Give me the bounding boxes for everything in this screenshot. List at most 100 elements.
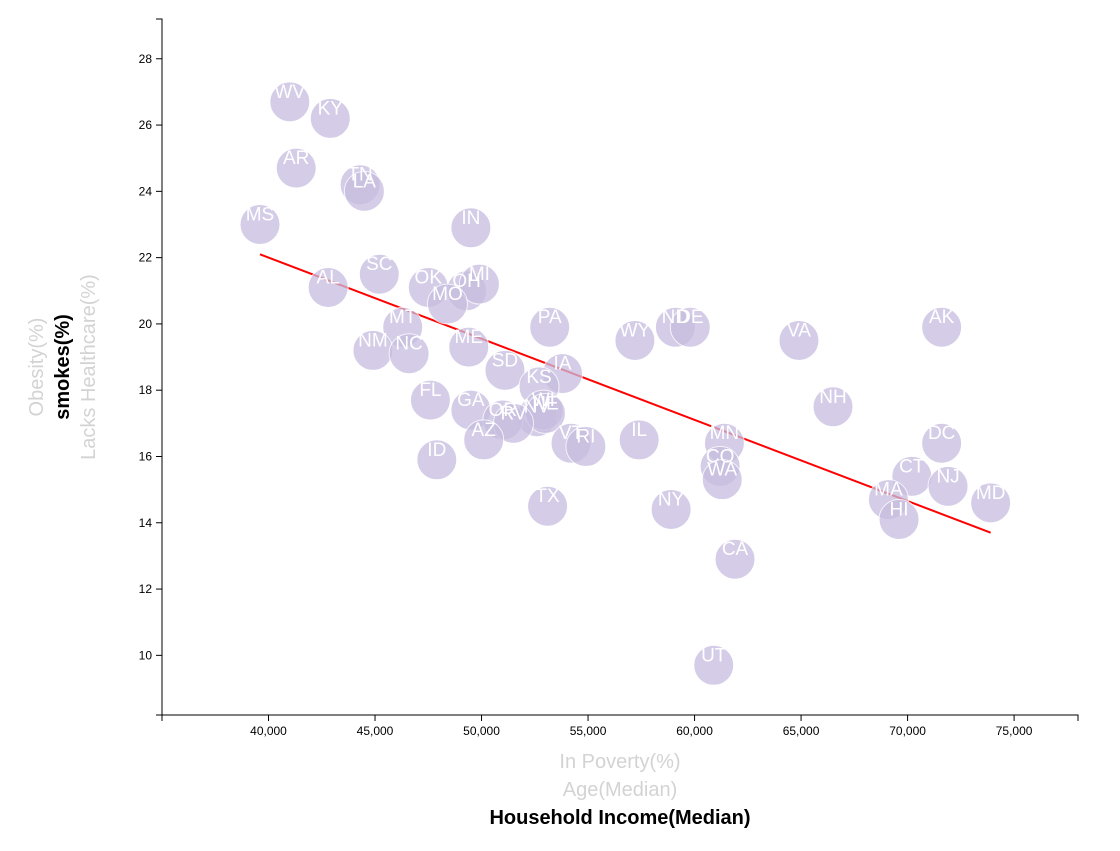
y-tick-label: 20 — [139, 317, 153, 331]
state-circle — [458, 263, 500, 305]
state-label: LA — [353, 171, 377, 192]
state-circle — [812, 386, 854, 428]
state-circle — [650, 489, 692, 531]
state-circle — [921, 306, 963, 348]
state-label: MS — [246, 204, 275, 225]
y-tick-label: 28 — [139, 52, 153, 66]
state-label: ND — [662, 307, 689, 328]
state-circle — [275, 147, 317, 189]
state-label: AL — [317, 267, 340, 288]
state-label: PA — [538, 307, 562, 328]
state-label: DC — [928, 423, 955, 444]
state-label: KY — [318, 98, 344, 119]
state-label: GA — [457, 390, 485, 411]
state-circle — [618, 419, 660, 461]
state-label: FL — [419, 380, 441, 401]
state-circle — [878, 498, 920, 540]
y-tick-label: 16 — [139, 449, 153, 463]
x-axis-option[interactable]: Household Income(Median) — [489, 807, 750, 829]
state-label: CA — [722, 539, 749, 560]
state-label: RI — [576, 427, 595, 448]
state-label: WV — [275, 82, 306, 103]
state-label: WI — [532, 390, 555, 411]
state-label: NJ — [936, 466, 959, 487]
state-label: MD — [976, 483, 1006, 504]
state-label: WY — [620, 320, 651, 341]
y-axis: 10 12 14 16 18 20 22 24 26 28 — [139, 18, 163, 716]
state-label: RV — [500, 403, 526, 424]
state-label: CO — [706, 446, 735, 467]
state-label: TX — [535, 486, 560, 507]
state-label: SD — [492, 350, 518, 371]
state-label: CT — [899, 456, 925, 477]
state-label: NY — [658, 490, 685, 511]
state-label: MO — [432, 284, 463, 305]
regression-line — [259, 253, 992, 534]
x-tick-label: 45,000 — [357, 724, 394, 738]
x-tick-label: 60,000 — [676, 724, 713, 738]
state-label: OK — [415, 267, 443, 288]
state-circle — [701, 459, 743, 501]
state-circle — [970, 482, 1012, 524]
y-tick-label: 26 — [139, 118, 153, 132]
y-tick-label: 14 — [139, 516, 153, 530]
state-label: MA — [874, 480, 903, 501]
x-tick-label: 55,000 — [570, 724, 607, 738]
state-label: NM — [358, 330, 388, 351]
state-circle — [448, 326, 490, 368]
state-label: UT — [701, 645, 727, 666]
x-tick-label: 75,000 — [996, 724, 1033, 738]
y-axis-option[interactable]: Lacks Healthcare(%) — [78, 274, 100, 460]
y-tick-label: 10 — [139, 648, 153, 662]
x-axis-line — [161, 714, 1079, 721]
state-circle — [409, 379, 451, 421]
state-label: AZ — [472, 420, 497, 441]
x-tick-label: 50,000 — [463, 724, 500, 738]
state-circle — [239, 203, 281, 245]
x-axis-option[interactable]: Age(Median) — [563, 779, 678, 801]
state-circle — [309, 97, 351, 139]
state-label: ME — [455, 327, 484, 348]
state-circle — [388, 333, 430, 375]
state-label: OR — [489, 400, 518, 421]
state-circle — [565, 426, 607, 468]
state-label: OH — [452, 271, 481, 292]
y-axis-option[interactable]: smokes(%) — [52, 314, 74, 420]
state-label: TN — [347, 165, 372, 186]
state-label: MI — [469, 264, 490, 285]
state-label: KS — [526, 367, 551, 388]
state-circle — [529, 306, 571, 348]
state-label: IN — [461, 208, 480, 229]
y-tick-label: 12 — [139, 582, 153, 596]
regression-line-group — [259, 253, 992, 534]
y-axis-option[interactable]: Obesity(%) — [26, 318, 48, 417]
state-circle — [463, 419, 505, 461]
state-circle — [927, 465, 969, 507]
x-tick-label: 70,000 — [889, 724, 926, 738]
state-label: AK — [929, 307, 955, 328]
state-label: NH — [819, 387, 846, 408]
x-axis-option[interactable]: In Poverty(%) — [559, 751, 680, 773]
state-label: WA — [707, 460, 737, 481]
state-label: VA — [787, 320, 811, 341]
state-circle — [614, 319, 656, 361]
state-label: NE — [532, 393, 558, 414]
state-label: ID — [427, 440, 446, 461]
state-label: VT — [559, 423, 584, 444]
state-label: DE — [677, 307, 703, 328]
state-circle — [269, 81, 311, 123]
state-label: NV — [524, 397, 551, 418]
state-circle — [416, 439, 458, 481]
state-circle — [358, 253, 400, 295]
state-label: SC — [366, 254, 392, 275]
state-label: MT — [389, 307, 417, 328]
state-circle — [343, 170, 385, 212]
y-axis-options: Obesity(%) smokes(%) Lacks Healthcare(%) — [26, 274, 100, 460]
y-tick-label: 18 — [139, 383, 153, 397]
y-axis-line — [156, 18, 163, 716]
state-circle — [693, 644, 735, 686]
x-tick-label: 40,000 — [250, 724, 287, 738]
y-tick-label: 24 — [139, 184, 153, 198]
